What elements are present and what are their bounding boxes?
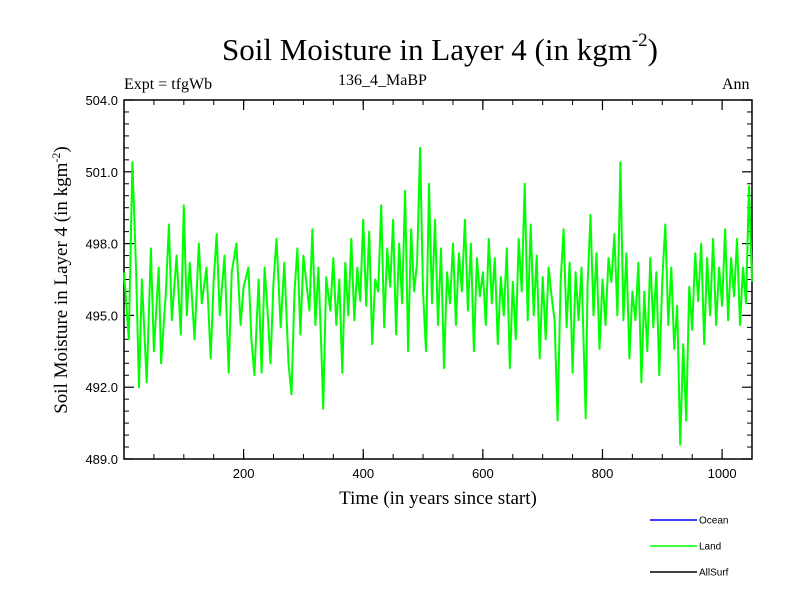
legend: Ocean Land AllSurf [650, 516, 729, 579]
axis-ticks [124, 99, 752, 460]
x-tick-label: 400 [352, 466, 374, 481]
chart-subtitle: 136_4_MaBP [338, 72, 427, 89]
x-tick-label: 1000 [708, 466, 737, 481]
y-tick-label: 495.0 [85, 308, 118, 323]
y-axis-title: Soil Moisture in Layer 4 (in kgm-2) [49, 146, 72, 414]
experiment-label: Expt = tfgWb [124, 76, 213, 93]
legend-label-land: Land [699, 542, 721, 553]
legend-label-ocean: Ocean [699, 516, 728, 527]
x-tick-label: 200 [233, 466, 255, 481]
y-tick-label: 504.0 [85, 93, 118, 108]
season-label: Ann [722, 76, 750, 93]
y-tick-label: 501.0 [85, 165, 118, 180]
y-tick-label: 489.0 [85, 452, 118, 467]
x-tick-label: 800 [592, 466, 614, 481]
chart-title: Soil Moisture in Layer 4 (in kgm-2) [222, 30, 658, 67]
tick-labels: 200 400 600 800 1000 489.0 492.0 495.0 498.0 501.… [85, 93, 736, 481]
y-tick-label: 498.0 [85, 237, 118, 252]
series-line-land [123, 146, 753, 446]
legend-label-allsurf: AllSurf [699, 568, 729, 579]
x-axis-title: Time (in years since start) [339, 488, 537, 509]
series-layer [123, 146, 753, 446]
y-tick-label: 492.0 [85, 380, 118, 395]
x-tick-label: 600 [472, 466, 494, 481]
